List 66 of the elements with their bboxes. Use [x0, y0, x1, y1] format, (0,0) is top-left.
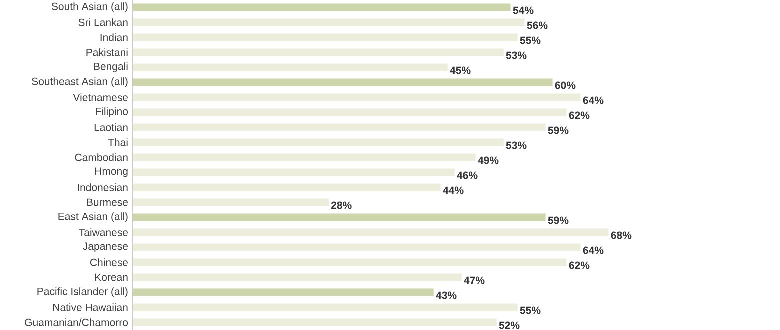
- bar: [133, 198, 329, 206]
- bar: [133, 288, 434, 296]
- data-label: 64%: [583, 96, 604, 104]
- data-label: 62%: [569, 112, 590, 120]
- bar: [133, 78, 553, 86]
- y-tick-label: Bengali: [94, 62, 128, 72]
- y-tick-label: Filipino: [96, 108, 128, 118]
- bar: [133, 94, 581, 102]
- data-label: 46%: [457, 172, 478, 180]
- data-label: 47%: [464, 276, 485, 284]
- data-label: 68%: [611, 232, 632, 240]
- y-tick-label: Guamanian/Chamorro: [25, 318, 128, 326]
- data-label: 28%: [331, 202, 352, 210]
- data-label: 56%: [527, 22, 548, 30]
- data-label: 45%: [450, 66, 471, 74]
- data-label: 54%: [513, 6, 534, 14]
- y-tick-label: South Asian (all): [52, 2, 128, 12]
- data-label: 60%: [555, 82, 576, 90]
- bar: [133, 258, 567, 266]
- bar: [133, 244, 581, 252]
- bar: [133, 214, 546, 222]
- bar: [133, 304, 518, 312]
- bar: [133, 154, 476, 162]
- bar: [133, 124, 546, 132]
- data-label: 44%: [443, 186, 464, 194]
- y-tick-label: Indonesian: [78, 184, 128, 192]
- bar: [133, 108, 567, 116]
- y-tick-label: Chinese: [90, 258, 128, 266]
- y-tick-label: Korean: [95, 274, 128, 282]
- y-tick-label: Sri Lankan: [78, 18, 128, 26]
- bar: [133, 318, 497, 326]
- bar: [133, 34, 518, 42]
- bar: [133, 168, 455, 176]
- y-tick-label: Pacific Islander (all): [38, 288, 128, 298]
- y-tick-label: Thai: [108, 138, 128, 146]
- bar: [133, 48, 504, 56]
- data-label: 52%: [499, 322, 520, 330]
- bar: [133, 4, 511, 12]
- data-label: 62%: [569, 262, 590, 270]
- bar: [133, 138, 504, 146]
- y-tick-label: Pakistani: [86, 48, 128, 56]
- y-tick-label: Burmese: [87, 198, 128, 206]
- y-tick-label: Taiwanese: [79, 228, 128, 236]
- data-label: 64%: [583, 246, 604, 254]
- data-label: 59%: [548, 126, 569, 134]
- data-label: 55%: [520, 36, 541, 44]
- bar: [133, 64, 448, 72]
- y-tick-label: East Asian (all): [58, 212, 128, 222]
- y-tick-label: Native Hawaiian: [53, 304, 128, 312]
- data-label: 49%: [478, 156, 499, 164]
- data-label: 55%: [520, 306, 541, 314]
- data-label: 53%: [506, 52, 527, 60]
- y-tick-label: Hmong: [95, 168, 128, 178]
- bar: [133, 228, 609, 236]
- data-label: 59%: [548, 216, 569, 224]
- y-tick-label: Japanese: [83, 242, 128, 252]
- bar: [133, 274, 462, 282]
- y-tick-label: Vietnamese: [73, 94, 128, 102]
- y-tick-label: Cambodian: [75, 154, 128, 162]
- y-tick-label: Indian: [100, 34, 128, 42]
- data-label: 43%: [436, 292, 457, 300]
- y-tick-label: Southeast Asian (all): [32, 78, 128, 88]
- y-tick-label: Laotian: [94, 124, 128, 132]
- bar: [133, 18, 525, 26]
- bar: [133, 184, 441, 192]
- data-label: 53%: [506, 142, 527, 150]
